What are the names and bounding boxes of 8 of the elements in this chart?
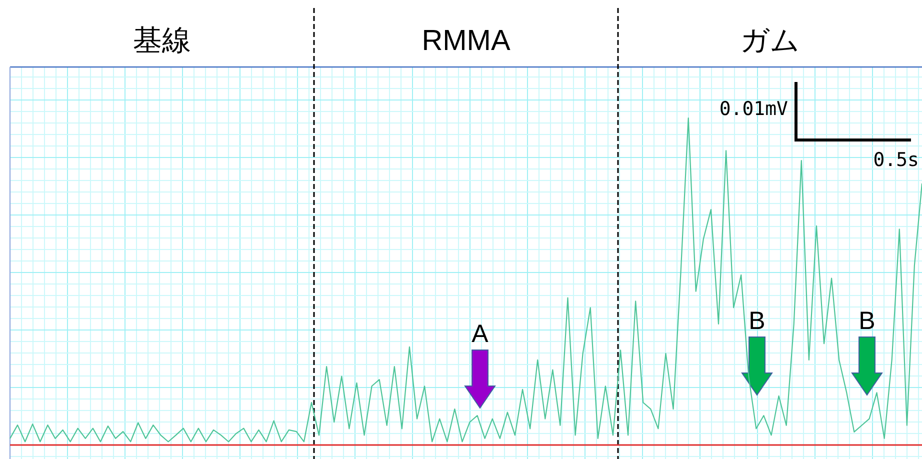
annotation: 0.5s xyxy=(873,149,919,171)
text: ガム xyxy=(740,25,800,57)
annotation: A xyxy=(472,320,489,348)
text: 基線 xyxy=(133,25,191,57)
annotation: 0.01mV xyxy=(719,98,788,120)
text: RMMA xyxy=(422,25,511,57)
annotation: B xyxy=(748,307,766,335)
annotation: B xyxy=(858,307,876,335)
